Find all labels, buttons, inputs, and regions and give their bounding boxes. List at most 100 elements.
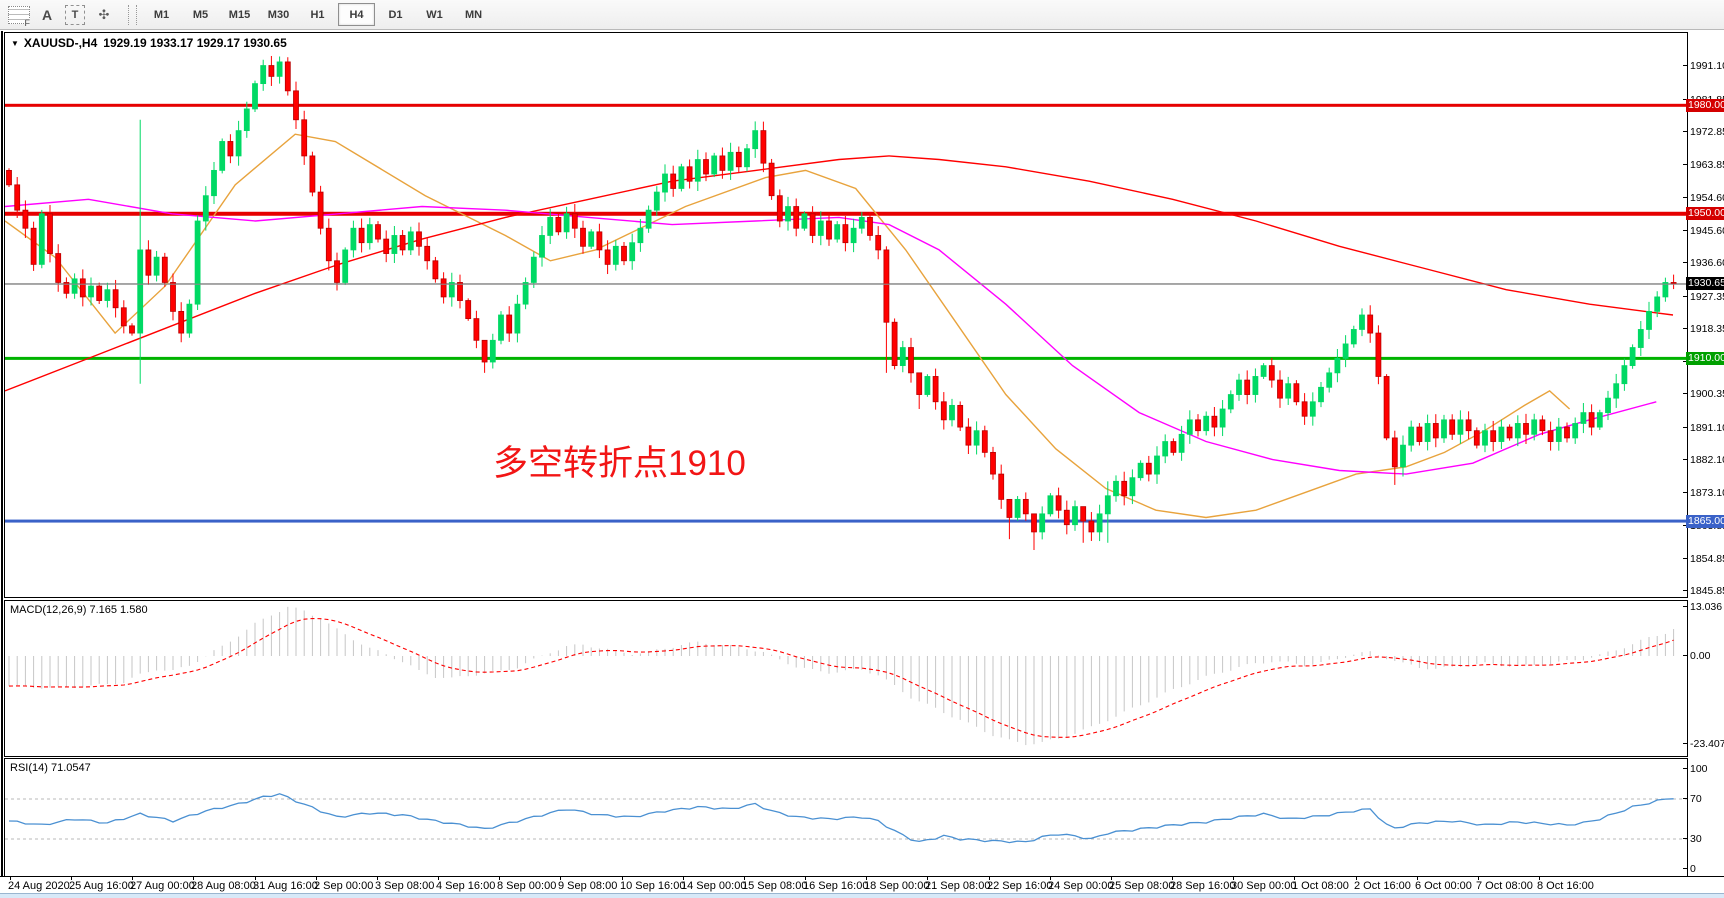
date-label: 31 Aug 16:00: [253, 880, 318, 892]
price-1972.85-tick: [1683, 131, 1687, 132]
timeframe-buttons: M1 M5 M15 M30 H1 H4 D1 W1 MN: [142, 3, 493, 26]
chart-annotation-text[interactable]: 多空转折点1910: [493, 444, 746, 483]
macd-panel[interactable]: MACD(12,26,9) 7.165 1.580: [4, 600, 1688, 757]
date-tick: [316, 876, 317, 880]
price-badge-1930.65: 1930.65: [1686, 277, 1724, 290]
orange-ma-line: [5, 133, 1571, 519]
rsi-chart[interactable]: [5, 759, 1687, 876]
chart-header: ▼ XAUUSD-,H4 1929.19 1933.17 1929.17 193…: [11, 36, 287, 50]
tf-button-mn[interactable]: MN: [464, 8, 483, 21]
price-chart-panel[interactable]: ▼ XAUUSD-,H4 1929.19 1933.17 1929.17 193…: [4, 32, 1688, 598]
date-tick: [1539, 876, 1540, 880]
toolbar-grip: [128, 4, 137, 25]
price-1854.85-tick: [1683, 558, 1687, 559]
date-label: 30 Sep 00:00: [1231, 880, 1297, 892]
date-tick: [193, 876, 194, 880]
ohlc-values: 1929.19 1933.17 1929.17 1930.65: [103, 36, 287, 50]
price-1963.85-label: 1963.85: [1690, 158, 1724, 171]
price-badge-1980.00: 1980.00: [1686, 99, 1724, 112]
date-axis[interactable]: 24 Aug 2020 25 Aug 16:00 27 Aug 00:00 28 Au…: [0, 876, 1724, 893]
date-label: 28 Aug 08:00: [191, 880, 256, 892]
text-tool-icon[interactable]: T: [62, 4, 88, 26]
current-price-line: [5, 283, 1687, 285]
tf-button-m15[interactable]: M15: [228, 8, 251, 21]
date-tick: [132, 876, 133, 880]
price-1981.85-tick: [1683, 99, 1687, 100]
tf-button-h4[interactable]: H4: [338, 3, 375, 26]
tf-button-m1[interactable]: M1: [153, 8, 170, 21]
price-1891.10-label: 1891.10: [1690, 421, 1724, 434]
price-1954.60-tick: [1683, 197, 1687, 198]
rsi-axis[interactable]: 100 70 30 0: [1683, 758, 1724, 875]
date-tick: [683, 876, 684, 880]
date-label: 22 Sep 16:00: [987, 880, 1053, 892]
price-1954.60-label: 1954.60: [1690, 191, 1724, 204]
date-tick: [377, 876, 378, 880]
price-1845.85-label: 1845.85: [1690, 584, 1724, 597]
tf-button-h1[interactable]: H1: [310, 8, 325, 21]
date-label: 9 Sep 08:00: [558, 880, 618, 892]
price-1972.85-label: 1972.85: [1690, 125, 1724, 138]
date-label: 2 Sep 00:00: [314, 880, 374, 892]
price-1909.35-tick: [1683, 361, 1687, 362]
macd-0.00-label: 0.00: [1690, 649, 1711, 662]
tf-button-d1[interactable]: D1: [388, 8, 403, 21]
date-label: 8 Oct 16:00: [1537, 880, 1594, 892]
hline-1950.00: [5, 211, 1687, 216]
macd-13.036-label: 13.036: [1690, 600, 1723, 613]
date-tick: [1172, 876, 1173, 880]
date-tick: [1417, 876, 1418, 880]
price-badge-1910.00: 1910.00: [1686, 352, 1724, 365]
date-label: 14 Sep 00:00: [681, 880, 747, 892]
date-label: 27 Aug 00:00: [130, 880, 195, 892]
macd-axis[interactable]: 13.036 0.00 -23.407: [1683, 600, 1724, 755]
tf-button-m30[interactable]: M30: [267, 8, 290, 21]
date-label: 3 Sep 08:00: [375, 880, 435, 892]
price-1873.10-label: 1873.10: [1690, 486, 1724, 499]
macd-chart[interactable]: [5, 601, 1687, 756]
date-tick: [927, 876, 928, 880]
date-tick: [744, 876, 745, 880]
price-1945.60-tick: [1683, 230, 1687, 231]
date-tick: [1233, 876, 1234, 880]
date-tick: [10, 876, 11, 880]
price-1891.10-tick: [1683, 427, 1687, 428]
date-tick: [560, 876, 561, 880]
date-label: 25 Aug 16:00: [69, 880, 134, 892]
toolbar: F A T ✣ M1 M5 M15 M30 H1 H4 D1 W1 MN: [0, 0, 1724, 30]
label-tool-icon[interactable]: A: [41, 6, 53, 23]
price-badge-1950.00: 1950.00: [1686, 207, 1724, 220]
rsi-panel[interactable]: RSI(14) 71.0547: [4, 758, 1688, 877]
date-label: 2 Oct 16:00: [1354, 880, 1411, 892]
tf-button-m5[interactable]: M5: [192, 8, 209, 21]
price-axis[interactable]: 1991.101981.851972.851963.851954.601945.…: [1683, 33, 1724, 597]
arrows-tool-icon[interactable]: ✣: [98, 6, 110, 22]
date-label: 1 Oct 08:00: [1292, 880, 1349, 892]
date-label: 16 Sep 16:00: [803, 880, 869, 892]
date-label: 4 Sep 16:00: [436, 880, 496, 892]
symbol-dropdown-icon[interactable]: ▼: [11, 38, 19, 48]
macd--23.407-tick: [1683, 743, 1687, 744]
price-1900.35-label: 1900.35: [1690, 387, 1724, 400]
templates-tool-icon[interactable]: F: [6, 4, 32, 27]
price-1991.10-tick: [1683, 65, 1687, 66]
date-axis-border: [0, 876, 1724, 877]
date-tick: [1356, 876, 1357, 880]
date-label: 24 Sep 00:00: [1048, 880, 1114, 892]
price-1854.85-label: 1854.85: [1690, 552, 1724, 565]
candlestick-chart[interactable]: [5, 33, 1687, 597]
date-label: 7 Oct 08:00: [1476, 880, 1533, 892]
rsi-label: RSI(14) 71.0547: [10, 762, 91, 774]
hline-1910.00: [5, 356, 1687, 360]
rsi-100-tick: [1683, 768, 1687, 769]
price-1991.10-label: 1991.10: [1690, 59, 1724, 72]
date-label: 24 Aug 2020: [8, 880, 70, 892]
rsi-line: [8, 793, 1674, 844]
tf-button-w1[interactable]: W1: [426, 8, 443, 21]
price-1845.85-tick: [1683, 590, 1687, 591]
macd--23.407-label: -23.407: [1690, 737, 1724, 750]
macd-label: MACD(12,26,9) 7.165 1.580: [10, 604, 148, 616]
rsi-0-tick: [1683, 868, 1687, 869]
rsi-70-tick: [1683, 798, 1687, 799]
